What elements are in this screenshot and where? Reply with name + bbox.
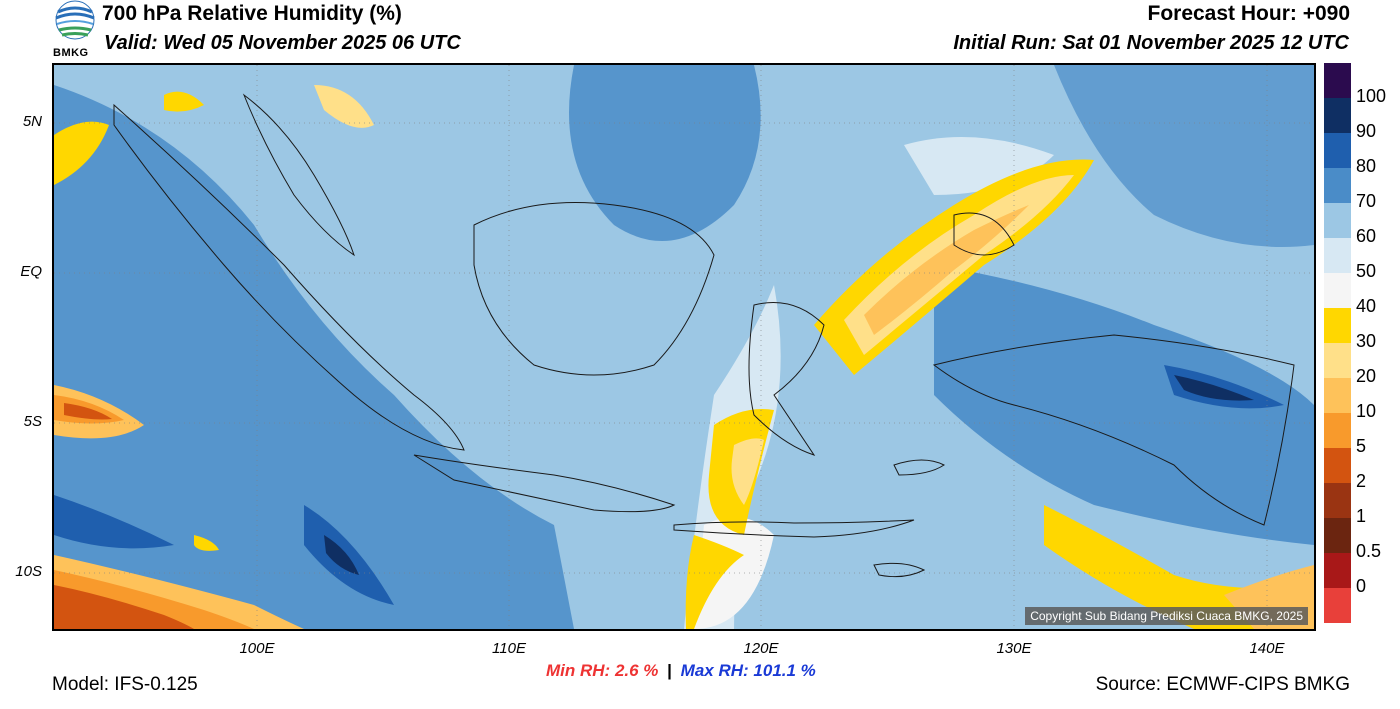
lat-label-eq: EQ [20,263,42,280]
colorbar-label: 1 [1356,506,1367,526]
colorbar-cell [1324,238,1351,273]
colorbar-label: 5 [1356,436,1367,456]
colorbar-cell [1324,448,1351,483]
colorbar-label: 60 [1356,226,1377,246]
lon-label-140e: 140E [1249,640,1285,657]
colorbar-label: 10 [1356,401,1377,421]
model-name: Model: IFS-0.125 [52,674,198,695]
min-rh-label: Min RH: [546,661,611,680]
data-source: Source: ECMWF-CIPS BMKG [1095,674,1350,695]
colorbar-cell [1324,273,1351,308]
forecast-hour: Forecast Hour: +090 [1147,2,1351,25]
min-rh-value: 2.6 % [614,661,659,680]
rh-stats: Min RH: 2.6 % | Max RH: 101.1 % [546,661,816,681]
colorbar-label: 2 [1356,471,1367,491]
colorbar-cell [1324,203,1351,238]
lat-label-10s: 10S [15,563,42,580]
colorbar-label: 90 [1356,121,1377,141]
max-rh-label: Max RH: [680,661,749,680]
colorbar-cell [1324,133,1351,168]
copyright-notice: Copyright Sub Bidang Prediksi Cuaca BMKG… [1025,607,1308,625]
colorbar-label: 0.5 [1356,541,1382,561]
humidity-map: Copyright Sub Bidang Prediksi Cuaca BMKG… [52,63,1316,631]
colorbar-label: 40 [1356,296,1377,316]
colorbar-cell [1324,63,1351,98]
colorbar-cell [1324,413,1351,448]
initial-run: Initial Run: Sat 01 November 2025 12 UTC [953,32,1349,54]
logo-text: BMKG [53,47,89,59]
colorbar-cell [1324,553,1351,588]
lat-label-5n: 5N [22,113,42,130]
lon-label-110e: 110E [492,640,526,657]
colorbar [1324,63,1351,623]
colorbar-label: 0 [1356,576,1367,596]
humidity-field [54,65,1314,629]
colorbar-cell [1324,378,1351,413]
colorbar-label: 20 [1356,366,1377,386]
max-rh-value: 101.1 % [753,661,816,680]
lat-label-5s: 5S [23,413,42,430]
map-title: 700 hPa Relative Humidity (%) [102,2,402,25]
stats-separator: | [667,661,672,680]
colorbar-cell [1324,168,1351,203]
colorbar-cell [1324,343,1351,378]
colorbar-label: 100 [1356,86,1387,106]
colorbar-cell [1324,588,1351,623]
colorbar-label: 50 [1356,261,1377,281]
colorbar-label: 80 [1356,156,1377,176]
lon-label-130e: 130E [996,640,1032,657]
lon-label-120e: 120E [743,640,779,657]
colorbar-cell [1324,483,1351,518]
lon-label-100e: 100E [239,640,275,657]
colorbar-cell [1324,518,1351,553]
bmkg-logo [50,0,100,60]
colorbar-label: 70 [1356,191,1377,211]
valid-time: Valid: Wed 05 November 2025 06 UTC [104,32,461,54]
colorbar-cell [1324,308,1351,343]
colorbar-cell [1324,98,1351,133]
colorbar-label: 30 [1356,331,1377,351]
